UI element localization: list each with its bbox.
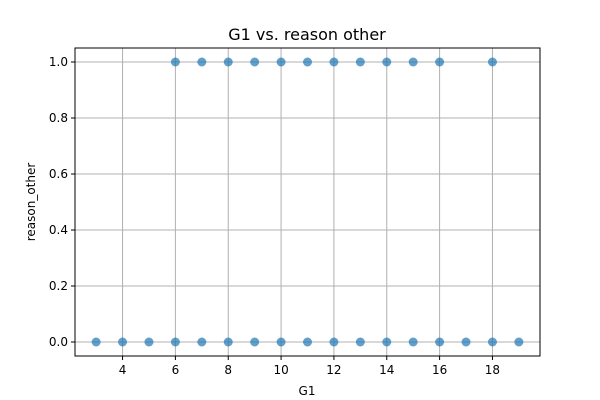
data-point [276, 57, 286, 67]
x-tick-label: 8 [224, 363, 232, 377]
data-point [487, 337, 497, 347]
data-point [329, 337, 339, 347]
y-axis-label: reason_other [24, 163, 38, 242]
data-point [355, 57, 365, 67]
y-tick-label: 0.0 [49, 335, 68, 349]
y-tick-label: 0.2 [49, 279, 68, 293]
grid-layer [75, 48, 540, 356]
data-point [118, 337, 128, 347]
data-point [91, 337, 101, 347]
data-point [223, 337, 233, 347]
data-point [435, 57, 445, 67]
data-point [250, 57, 260, 67]
data-point [355, 337, 365, 347]
data-point [382, 337, 392, 347]
data-point [303, 57, 312, 67]
data-point [435, 337, 445, 347]
data-point [461, 337, 471, 347]
data-point [382, 57, 392, 67]
data-point [197, 57, 207, 67]
data-point [329, 57, 339, 67]
data-point [250, 337, 260, 347]
x-tick-label: 10 [273, 363, 288, 377]
data-point [276, 337, 286, 347]
x-axis-label: G1 [299, 384, 316, 398]
y-tick-label: 0.8 [49, 111, 68, 125]
data-point [514, 337, 524, 347]
x-tick-label: 12 [326, 363, 341, 377]
data-point [408, 57, 418, 67]
data-point [223, 57, 233, 67]
data-point [144, 337, 154, 347]
x-tick-label: 18 [485, 363, 500, 377]
data-point [408, 337, 418, 347]
x-tick-label: 6 [172, 363, 180, 377]
y-tick-label: 0.6 [49, 167, 68, 181]
data-point [197, 337, 207, 347]
data-point [487, 57, 497, 67]
x-tick-label: 14 [379, 363, 394, 377]
points-layer [91, 57, 524, 347]
y-tick-label: 1.0 [49, 55, 68, 69]
data-point [303, 337, 312, 347]
y-tick-label: 0.4 [49, 223, 68, 237]
plot-frame [74, 47, 541, 357]
data-point [170, 57, 180, 67]
ticks-layer: 4 6 8 10 12 14 16 18 0.0 0.2 0.4 0.6 0.8 1.0 [49, 55, 500, 377]
x-tick-label: 4 [119, 363, 127, 377]
chart-title: G1 vs. reason other [228, 25, 386, 44]
data-point [170, 337, 180, 347]
x-tick-label: 16 [432, 363, 447, 377]
